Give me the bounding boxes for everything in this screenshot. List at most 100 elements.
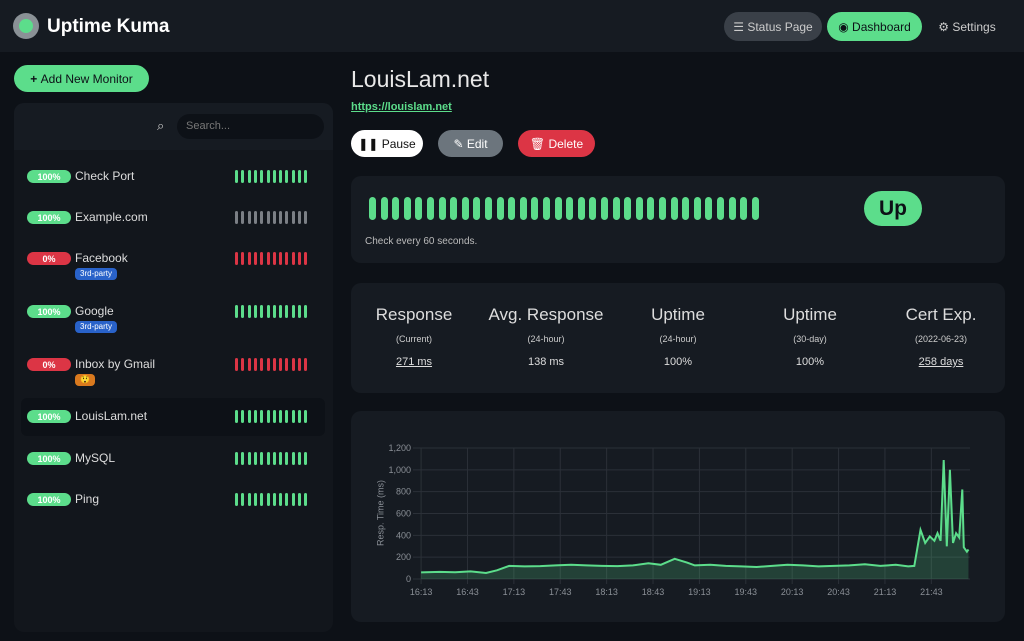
heartbeat-bar (247, 170, 251, 183)
uptime-badge: 0% (27, 358, 71, 371)
heartbeat-bar (241, 452, 245, 465)
heartbeat-bar (285, 358, 289, 371)
logo[interactable] (13, 13, 39, 39)
search-input[interactable]: Search... (177, 114, 324, 139)
heartbeat-bar (253, 252, 257, 265)
heartbeat-bar (682, 197, 690, 220)
monitor-name[interactable]: Ping (75, 492, 100, 506)
heartbeat-bar (241, 211, 245, 224)
heartbeat-bar (369, 197, 376, 220)
add-monitor-button[interactable]: + Add New Monitor (14, 65, 149, 92)
nav-dashboard[interactable]: ◉ Dashboard (827, 12, 922, 41)
stat-sub: (2022-06-23) (914, 334, 968, 344)
monitor-url[interactable]: https://louislam.net (351, 101, 452, 113)
heartbeat-bar (670, 197, 678, 220)
y-tick-label: 200 (396, 552, 411, 562)
heartbeat-bar (298, 493, 301, 506)
stat-sub: (24-hour) (527, 334, 565, 344)
x-tick-label: 18:43 (642, 587, 665, 597)
heartbeat-bar (266, 410, 270, 423)
heartbeat-bar (380, 197, 388, 220)
heartbeat-bar (279, 211, 283, 224)
x-tick-label: 20:43 (827, 587, 850, 597)
stat: Avg. Response (24-hour) 138 ms (476, 283, 616, 368)
heartbeat-bar (260, 452, 264, 465)
heartbeat-bar (496, 197, 504, 220)
heartbeat-bar (266, 252, 270, 265)
monitor-name[interactable]: LouisLam.net (75, 409, 148, 423)
nav-status-page[interactable]: ☰ Status Page (724, 12, 822, 41)
stat-title: Cert Exp. (905, 305, 977, 324)
heartbeat-bar (624, 197, 632, 220)
heartbeat-bar (247, 493, 251, 506)
button-label: Edit (466, 136, 488, 151)
x-tick-label: 16:13 (410, 587, 433, 597)
chart-panel: Resp. Time (ms) 0 200 400 600 800 1,000 1,200 1… (351, 411, 1005, 622)
heartbeat-bar (272, 452, 276, 465)
heartbeat-bar (285, 211, 289, 224)
x-tick-label: 17:13 (503, 587, 526, 597)
y-tick-label: 800 (396, 487, 411, 497)
monitor-name[interactable]: Example.com (75, 210, 148, 224)
nav-label: Settings (952, 19, 996, 34)
monitor-name[interactable]: Google (75, 304, 114, 318)
brand[interactable]: Uptime Kuma (47, 16, 170, 37)
heartbeat-bar (751, 197, 759, 220)
button-label: Add New Monitor (40, 71, 133, 86)
nav-settings[interactable]: ⚙ Settings (938, 19, 996, 34)
heartbeat-bar (589, 197, 597, 220)
interval-note: Check every 60 seconds. (365, 236, 478, 247)
monitor-name[interactable]: Check Port (75, 169, 135, 183)
uptime-badge: 100% (27, 410, 71, 423)
x-tick-label: 20:13 (781, 587, 804, 597)
monitor-name[interactable]: Inbox by Gmail (75, 357, 156, 371)
pause-button[interactable]: ❚❚ Pause (351, 130, 423, 157)
heartbeat-bar (266, 305, 270, 318)
heartbeat-bar (612, 197, 620, 220)
stat: Cert Exp. (2022-06-23) 258 days (871, 283, 1011, 368)
stat: Uptime (30-day) 100% (740, 283, 880, 368)
heartbeat-bar (260, 410, 264, 423)
heartbeat-bar (403, 197, 411, 220)
heartbeat-bar (304, 410, 308, 423)
heartbeat-bar (235, 211, 238, 224)
stat-sub: (24-hour) (659, 334, 697, 344)
heartbeat-bar (260, 252, 264, 265)
edit-button[interactable]: ✎ Edit (438, 130, 503, 157)
heartbeat-bar (450, 197, 458, 220)
heartbeat-bar (253, 211, 257, 224)
monitor-name[interactable]: MySQL (75, 451, 116, 465)
response-area (421, 460, 969, 579)
heartbeat-bar (260, 358, 264, 371)
heartbeat-bar (260, 305, 264, 318)
heartbeat-bar (279, 410, 283, 423)
heartbeat-bar (298, 252, 301, 265)
stat-value: 100% (663, 356, 693, 368)
stat-value[interactable]: 258 days (918, 356, 964, 368)
uptime-badge: 0% (27, 252, 71, 265)
heartbeat-bar (235, 493, 238, 506)
stat-sub: (Current) (395, 334, 432, 344)
heartbeat-bar (260, 493, 264, 506)
heartbeat-bar (253, 305, 257, 318)
heartbeat-bar (272, 410, 276, 423)
monitor-name[interactable]: Facebook (75, 251, 128, 265)
heartbeat-bar (285, 452, 289, 465)
heartbeat-bar (247, 452, 251, 465)
heartbeat-bar (279, 252, 283, 265)
heartbeat-bar (235, 410, 238, 423)
stat-value[interactable]: 271 ms (395, 356, 433, 368)
uptime-badge: 100% (27, 170, 71, 183)
stat-value: 100% (795, 356, 825, 368)
heartbeat-bar (566, 197, 574, 220)
heartbeat-bar (235, 452, 238, 465)
x-tick-label: 19:43 (735, 587, 758, 597)
heartbeat-bar (253, 170, 257, 183)
heartbeat-bar (298, 358, 301, 371)
heartbeat-bar (298, 211, 301, 224)
heartbeat-bar (279, 493, 283, 506)
heartbeat-bar (247, 410, 251, 423)
y-tick-label: 1,000 (388, 465, 411, 475)
delete-button[interactable]: 🗑 Delete (518, 130, 595, 157)
button-label: Delete (548, 136, 584, 151)
